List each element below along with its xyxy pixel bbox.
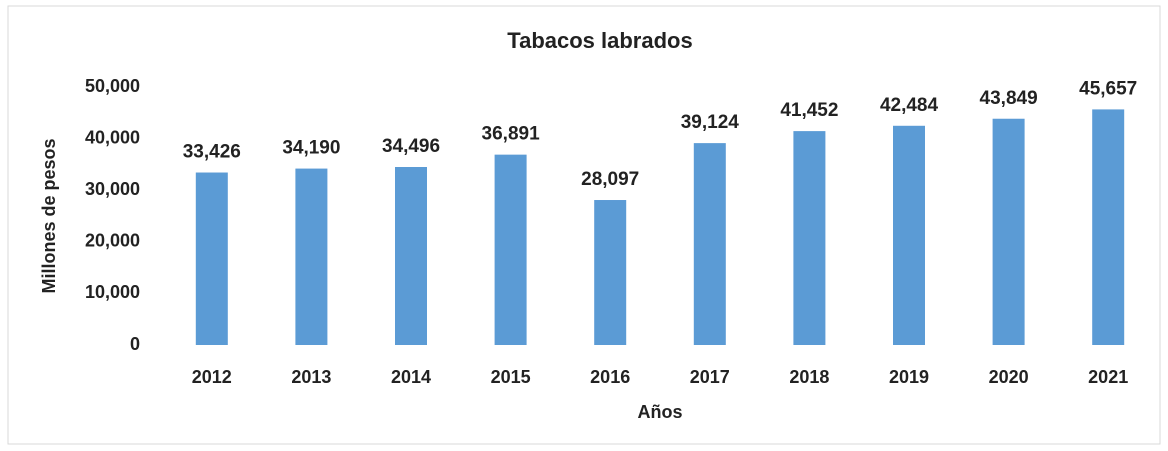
x-tick-label: 2020 [989,367,1029,387]
x-tick-label: 2016 [590,367,630,387]
bar [594,200,627,345]
data-label: 41,452 [780,100,838,121]
chart-frame [7,5,1161,445]
data-label: 45,657 [1079,78,1137,99]
data-label: 28,097 [581,169,639,190]
data-label: 42,484 [880,95,939,116]
x-tick-label: 2015 [491,367,531,387]
y-tick-label: 0 [130,334,140,354]
y-tick-label: 10,000 [85,282,140,302]
x-tick-label: 2017 [690,367,730,387]
bar [494,154,527,345]
data-label: 36,891 [482,124,541,145]
data-label: 34,496 [382,136,440,157]
x-tick-label: 2018 [789,367,829,387]
y-tick-label: 20,000 [85,231,140,251]
data-label: 34,190 [282,138,340,159]
y-tick-label: 50,000 [85,76,140,96]
bar [893,125,925,345]
x-tick-label: 2021 [1088,367,1128,387]
x-axis-label: Años [638,402,683,422]
data-label: 33,426 [183,142,241,163]
bar [793,131,826,345]
x-tick-label: 2012 [192,367,232,387]
data-label: 39,124 [681,112,740,133]
bar [992,118,1025,345]
bar [295,168,328,345]
chart-title: Tabacos labrados [507,28,692,53]
bar [693,143,726,345]
x-tick-label: 2019 [889,367,929,387]
data-label: 43,849 [980,88,1038,109]
y-tick-label: 30,000 [85,179,140,199]
bar [1092,109,1125,345]
y-axis-label: Millones de pesos [39,138,59,293]
y-tick-label: 40,000 [85,127,140,147]
x-tick-label: 2014 [391,367,431,387]
x-tick-label: 2013 [291,367,331,387]
bar [195,172,228,345]
bar [395,167,427,345]
